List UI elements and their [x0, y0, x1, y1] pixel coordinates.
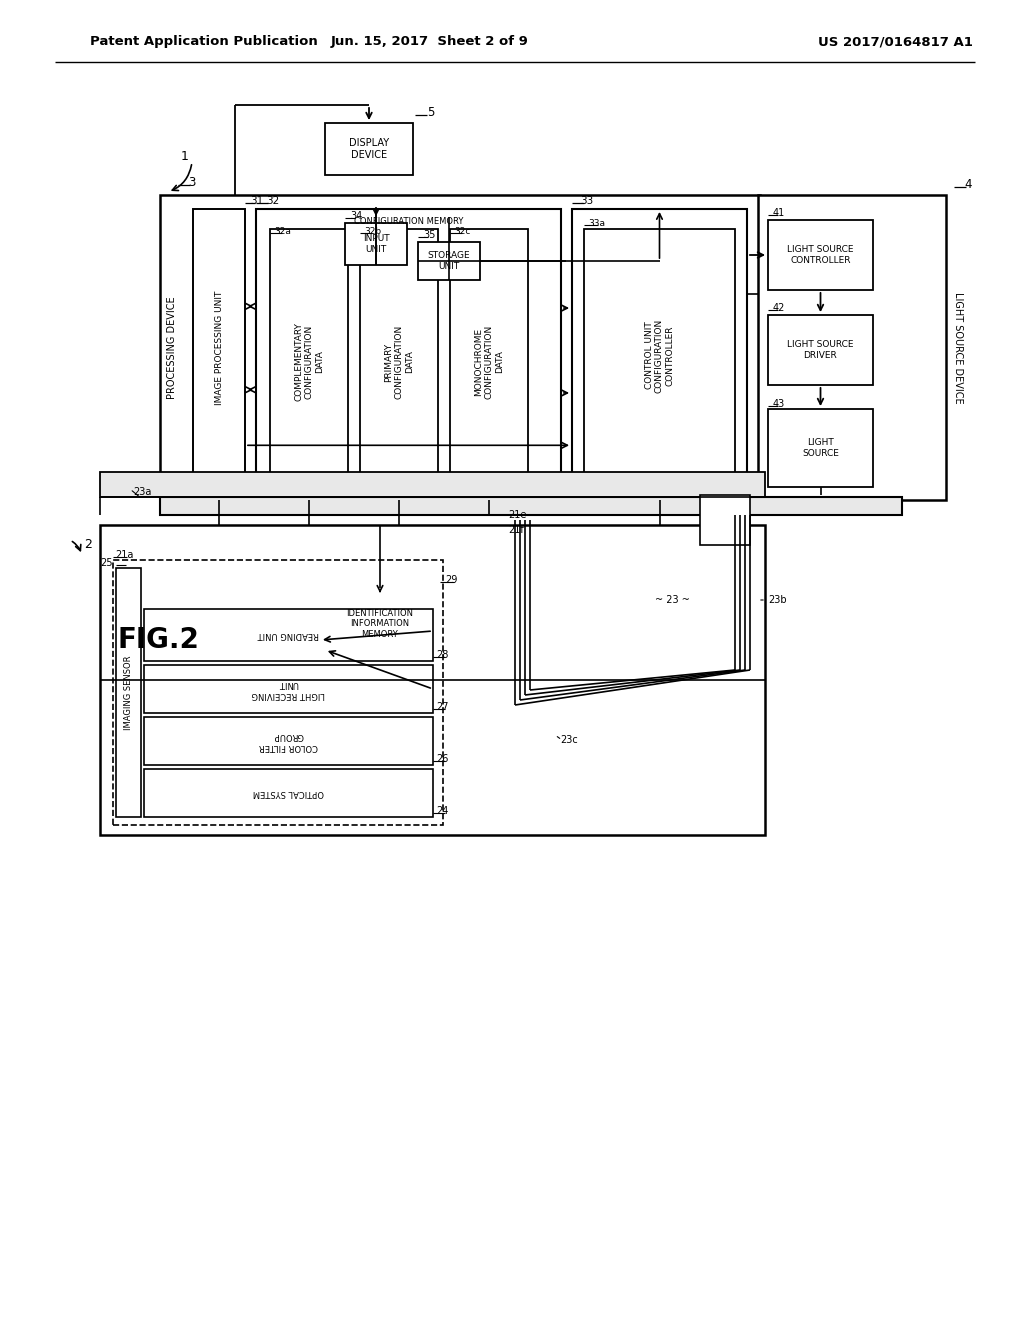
Bar: [160, 195, 760, 500]
Bar: [116, 568, 141, 817]
Bar: [768, 315, 873, 385]
Text: 24: 24: [436, 807, 449, 816]
Bar: [700, 495, 750, 545]
Bar: [193, 209, 245, 487]
Text: PROCESSING DEVICE: PROCESSING DEVICE: [167, 296, 177, 399]
Text: LIGHT SOURCE
CONTROLLER: LIGHT SOURCE CONTROLLER: [787, 246, 854, 265]
Bar: [144, 717, 433, 766]
Text: DISPLAY
DEVICE: DISPLAY DEVICE: [349, 139, 389, 160]
Text: 32c: 32c: [454, 227, 470, 235]
Text: FIG.2: FIG.2: [118, 626, 200, 653]
Text: LIGHT RECEIVING
UNIT: LIGHT RECEIVING UNIT: [252, 680, 326, 698]
Text: COLOR FILTER
GROUP: COLOR FILTER GROUP: [259, 731, 318, 751]
Text: 35: 35: [423, 230, 435, 240]
Text: 28: 28: [436, 649, 449, 660]
Text: 25: 25: [100, 558, 113, 568]
Text: 32a: 32a: [274, 227, 291, 235]
Text: 26: 26: [436, 754, 449, 764]
Text: LIGHT
SOURCE: LIGHT SOURCE: [802, 438, 839, 458]
Text: 3: 3: [188, 177, 196, 190]
Text: READING UNIT: READING UNIT: [258, 631, 319, 639]
Bar: [768, 220, 873, 290]
Bar: [572, 209, 746, 492]
Text: CONFIGURATION MEMORY: CONFIGURATION MEMORY: [354, 216, 463, 226]
Text: 1: 1: [181, 150, 189, 164]
Text: LIGHT SOURCE
DRIVER: LIGHT SOURCE DRIVER: [787, 341, 854, 360]
Text: ~ 23 ~: ~ 23 ~: [654, 595, 689, 605]
Text: 2: 2: [84, 539, 92, 552]
Text: INPUT
UNIT: INPUT UNIT: [362, 235, 389, 253]
Text: 33a: 33a: [588, 219, 605, 227]
Text: 43: 43: [773, 399, 785, 409]
Text: PRIMARY
CONFIGURATION
DATA: PRIMARY CONFIGURATION DATA: [384, 325, 414, 399]
Text: 33: 33: [580, 195, 593, 206]
Bar: [345, 223, 407, 265]
Bar: [144, 665, 433, 713]
Text: 31: 31: [251, 195, 263, 206]
Text: LIGHT SOURCE DEVICE: LIGHT SOURCE DEVICE: [953, 292, 963, 404]
Text: 27: 27: [436, 702, 449, 711]
Text: 21f: 21f: [508, 525, 523, 535]
Bar: [144, 770, 433, 817]
Bar: [768, 409, 873, 487]
Text: 23c: 23c: [560, 735, 578, 744]
Text: 21e: 21e: [508, 510, 526, 520]
Text: CONTROL UNIT
CONFIGURATION
CONTROLLER: CONTROL UNIT CONFIGURATION CONTROLLER: [644, 318, 675, 392]
Text: 29: 29: [445, 576, 458, 585]
Bar: [450, 228, 528, 482]
Text: Patent Application Publication: Patent Application Publication: [90, 36, 317, 49]
Bar: [160, 498, 902, 515]
Text: 32b: 32b: [364, 227, 381, 235]
Text: 23b: 23b: [768, 595, 786, 605]
Text: IDENTIFICATION
INFORMATION
MEMORY: IDENTIFICATION INFORMATION MEMORY: [346, 609, 414, 639]
Bar: [319, 587, 440, 660]
Text: 34: 34: [350, 211, 362, 220]
Text: Jun. 15, 2017  Sheet 2 of 9: Jun. 15, 2017 Sheet 2 of 9: [331, 36, 529, 49]
Text: 5: 5: [427, 107, 434, 120]
Bar: [360, 228, 438, 482]
Text: IMAGE PROCESSING UNIT: IMAGE PROCESSING UNIT: [214, 290, 223, 405]
Text: US 2017/0164817 A1: US 2017/0164817 A1: [817, 36, 973, 49]
Bar: [270, 228, 348, 482]
Bar: [758, 195, 946, 500]
Text: 42: 42: [773, 304, 785, 313]
Text: 23a: 23a: [133, 487, 152, 498]
Text: STORAGE
UNIT: STORAGE UNIT: [428, 251, 470, 271]
Bar: [418, 242, 480, 280]
Text: 4: 4: [965, 178, 972, 191]
Bar: [113, 560, 443, 825]
Bar: [100, 525, 765, 836]
Bar: [100, 473, 765, 498]
Text: 21a: 21a: [115, 550, 133, 560]
Bar: [584, 228, 735, 482]
Text: COMPLEMENTARY
CONFIGURATION
DATA: COMPLEMENTARY CONFIGURATION DATA: [294, 322, 324, 401]
Text: IMAGING SENSOR: IMAGING SENSOR: [124, 655, 133, 730]
Text: 41: 41: [773, 209, 785, 218]
Text: MONOCHROME
CONFIGURATION
DATA: MONOCHROME CONFIGURATION DATA: [474, 325, 504, 399]
Text: OPTICAL SYSTEM: OPTICAL SYSTEM: [253, 788, 324, 797]
Bar: [144, 609, 433, 661]
Bar: [325, 123, 413, 176]
Bar: [256, 209, 561, 492]
Text: 32: 32: [266, 195, 280, 206]
